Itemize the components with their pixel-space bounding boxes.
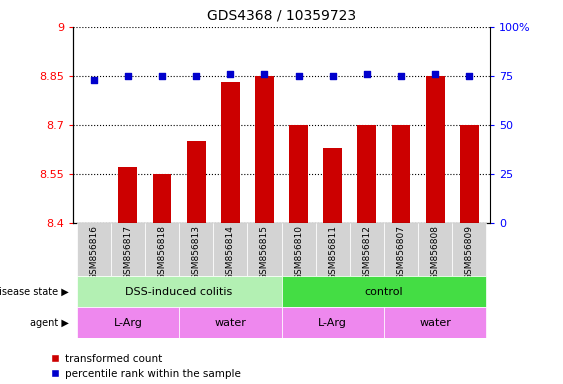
- Point: [465, 73, 474, 79]
- Bar: [452, 223, 486, 276]
- Text: GSM856812: GSM856812: [363, 225, 372, 280]
- Bar: [77, 307, 179, 338]
- Bar: [392, 125, 410, 223]
- Point: [260, 71, 269, 77]
- Text: disease state ▶: disease state ▶: [0, 287, 69, 297]
- Point: [158, 73, 167, 79]
- Text: L-Arg: L-Arg: [318, 318, 347, 328]
- Bar: [282, 223, 316, 276]
- Bar: [221, 82, 240, 223]
- Point: [363, 71, 372, 77]
- Point: [191, 73, 200, 79]
- Text: GSM856809: GSM856809: [465, 225, 474, 280]
- Bar: [418, 223, 452, 276]
- Bar: [145, 223, 179, 276]
- Bar: [255, 76, 274, 223]
- Bar: [316, 223, 350, 276]
- Bar: [77, 223, 111, 276]
- Text: GSM856817: GSM856817: [123, 225, 132, 280]
- Legend: transformed count, percentile rank within the sample: transformed count, percentile rank withi…: [50, 354, 241, 379]
- Text: DSS-induced colitis: DSS-induced colitis: [126, 287, 233, 297]
- Point: [123, 73, 132, 79]
- Text: GSM856818: GSM856818: [158, 225, 167, 280]
- Point: [226, 71, 235, 77]
- Bar: [153, 174, 171, 223]
- Text: control: control: [365, 287, 403, 297]
- Bar: [187, 141, 205, 223]
- Bar: [282, 307, 384, 338]
- Bar: [384, 223, 418, 276]
- Bar: [179, 307, 282, 338]
- Bar: [289, 125, 308, 223]
- Text: water: water: [419, 318, 451, 328]
- Text: GSM856814: GSM856814: [226, 225, 235, 280]
- Bar: [350, 223, 384, 276]
- Bar: [213, 223, 247, 276]
- Title: GDS4368 / 10359723: GDS4368 / 10359723: [207, 9, 356, 23]
- Text: L-Arg: L-Arg: [113, 318, 142, 328]
- Bar: [358, 125, 376, 223]
- Point: [431, 71, 440, 77]
- Bar: [460, 125, 479, 223]
- Text: GSM856811: GSM856811: [328, 225, 337, 280]
- Text: agent ▶: agent ▶: [30, 318, 69, 328]
- Bar: [179, 223, 213, 276]
- Text: GSM856808: GSM856808: [431, 225, 440, 280]
- Bar: [111, 223, 145, 276]
- Bar: [118, 167, 137, 223]
- Text: water: water: [215, 318, 246, 328]
- Point: [328, 73, 337, 79]
- Text: GSM856816: GSM856816: [89, 225, 98, 280]
- Point: [294, 73, 303, 79]
- Bar: [77, 276, 282, 307]
- Point: [89, 77, 98, 83]
- Text: GSM856813: GSM856813: [191, 225, 200, 280]
- Bar: [247, 223, 282, 276]
- Bar: [323, 147, 342, 223]
- Text: GSM856815: GSM856815: [260, 225, 269, 280]
- Text: GSM856807: GSM856807: [396, 225, 405, 280]
- Bar: [384, 307, 486, 338]
- Text: GSM856810: GSM856810: [294, 225, 303, 280]
- Point: [396, 73, 405, 79]
- Bar: [282, 276, 486, 307]
- Bar: [426, 76, 445, 223]
